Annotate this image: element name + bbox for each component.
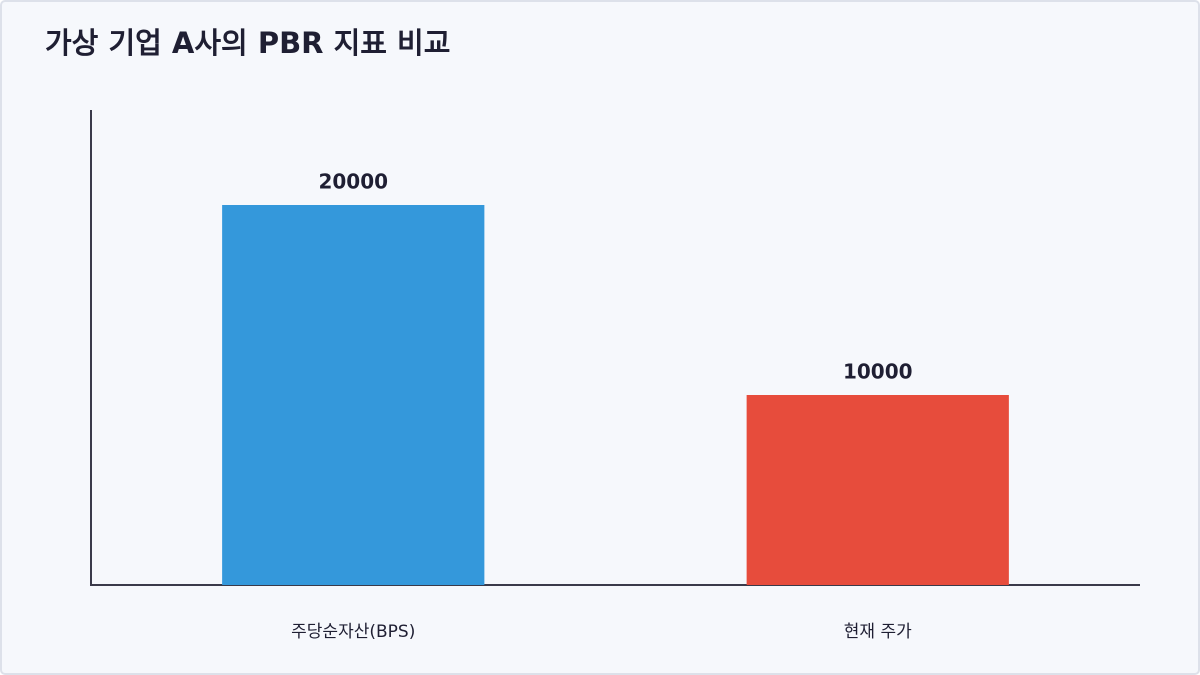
- bar: [222, 205, 485, 585]
- x-tick-label: 주당순자산(BPS): [291, 622, 415, 642]
- value-label: 20000: [318, 170, 388, 194]
- chart-title: 가상 기업 A사의 PBR 지표 비교: [45, 26, 450, 60]
- x-tick-label: 현재 주가: [844, 622, 912, 642]
- bar: [746, 395, 1009, 585]
- value-label: 10000: [843, 360, 913, 384]
